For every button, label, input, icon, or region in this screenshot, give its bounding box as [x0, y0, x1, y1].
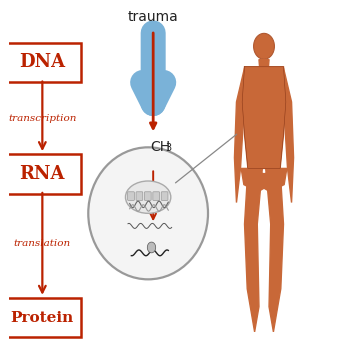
Text: Protein: Protein [11, 311, 74, 324]
Polygon shape [259, 60, 269, 68]
Polygon shape [235, 68, 245, 203]
Polygon shape [242, 67, 286, 168]
FancyBboxPatch shape [4, 298, 81, 337]
Text: transcription: transcription [8, 114, 76, 123]
Text: DNA: DNA [19, 54, 65, 71]
Polygon shape [245, 168, 262, 332]
FancyBboxPatch shape [161, 192, 168, 201]
Text: 3: 3 [165, 143, 171, 153]
Ellipse shape [88, 147, 208, 279]
Text: RNA: RNA [20, 165, 65, 183]
Polygon shape [241, 168, 287, 192]
Ellipse shape [126, 181, 171, 213]
FancyBboxPatch shape [4, 43, 81, 82]
Text: translation: translation [14, 239, 71, 248]
Text: CH: CH [150, 140, 170, 154]
FancyBboxPatch shape [144, 192, 151, 201]
FancyBboxPatch shape [136, 192, 143, 201]
Polygon shape [266, 168, 283, 332]
Ellipse shape [254, 33, 274, 59]
Polygon shape [283, 68, 293, 203]
FancyBboxPatch shape [4, 154, 81, 194]
FancyBboxPatch shape [153, 192, 160, 201]
Ellipse shape [147, 242, 156, 253]
FancyBboxPatch shape [128, 192, 134, 201]
Text: trauma: trauma [128, 10, 179, 24]
